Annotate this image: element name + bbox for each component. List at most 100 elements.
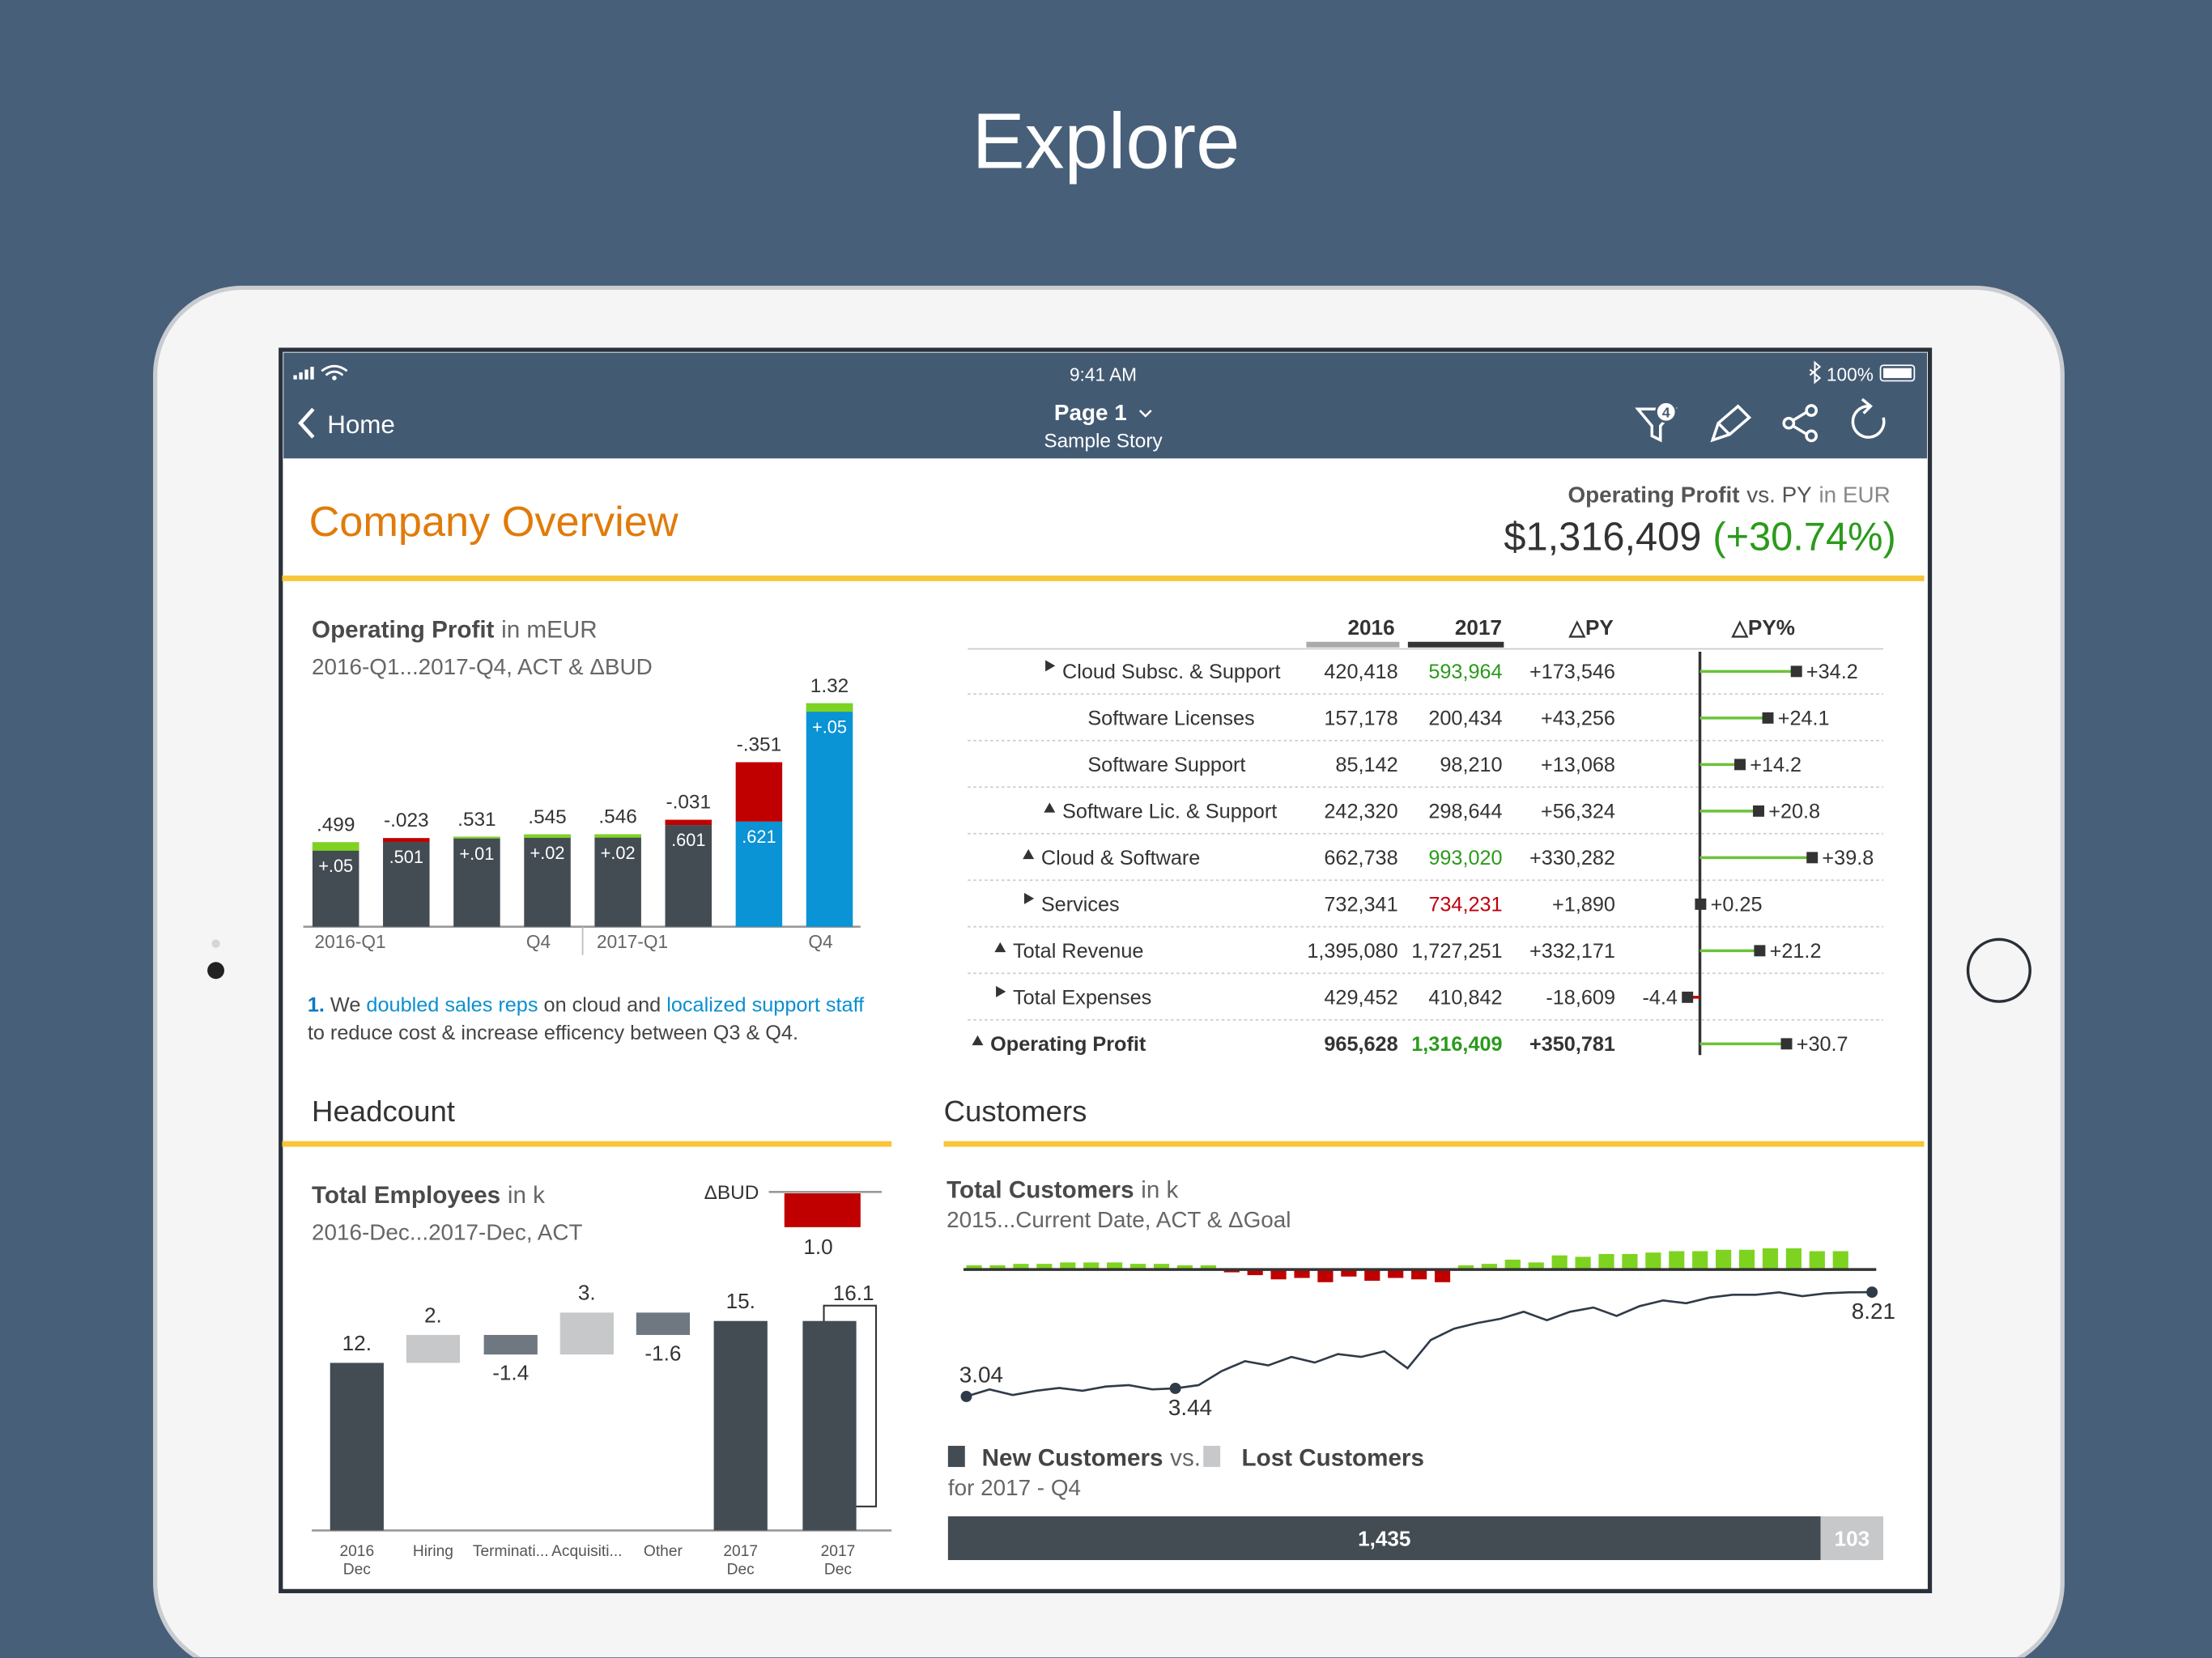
- share-icon[interactable]: [1782, 404, 1819, 443]
- goal-delta-bar: [1692, 1251, 1708, 1270]
- line-point: [960, 1390, 972, 1402]
- wifi-icon: [321, 364, 348, 376]
- page-dropdown-icon[interactable]: [1138, 410, 1152, 418]
- legend: New Customers vs. Lost Customers: [982, 1444, 1424, 1471]
- split-subtitle: for 2017 - Q4: [948, 1475, 1081, 1500]
- status-time: 9:41 AM: [1070, 363, 1137, 385]
- row-label: Software Support: [1087, 754, 1245, 776]
- annotation: 1. We doubled sales reps on cloud and lo…: [308, 992, 872, 1048]
- total-bar: [802, 1320, 857, 1531]
- cell: 410,842: [1428, 987, 1502, 1010]
- column-marker: [1407, 641, 1504, 648]
- collapse-toggle[interactable]: [1023, 848, 1035, 860]
- page-selector[interactable]: Page 1: [1054, 400, 1127, 425]
- delta-bar: [383, 838, 430, 842]
- expand-toggle[interactable]: [1045, 660, 1056, 672]
- bar-inner-label: +.05: [812, 716, 847, 737]
- display: [279, 347, 1933, 1593]
- data-label: 1.0: [803, 1235, 832, 1259]
- column-header: 2017: [1455, 615, 1502, 640]
- edit-icon[interactable]: [1710, 404, 1752, 443]
- bar-inner-label: .601: [671, 830, 705, 850]
- data-label: 8.21: [1852, 1299, 1895, 1324]
- data-label: 3.44: [1168, 1395, 1212, 1420]
- annotation-link: doubled sales reps: [366, 994, 538, 1018]
- bar: [524, 834, 571, 927]
- bar-inner-label: +.02: [530, 843, 565, 863]
- kpi-figure: $1,316,409 (+30.74%): [1504, 516, 1895, 559]
- x-tick-label: 2017-Q1: [597, 931, 668, 952]
- pct-marker: [1762, 712, 1774, 724]
- x-tick-label: Other: [643, 1543, 683, 1561]
- delta-bar: [806, 703, 853, 712]
- customers-measure: Total Customers: [946, 1176, 1134, 1203]
- split-bar: [1820, 1516, 1884, 1561]
- x-tick-label: Acquisiti...: [551, 1543, 623, 1561]
- data-label: 2.: [424, 1303, 442, 1327]
- goal-delta-bar: [1036, 1264, 1053, 1270]
- cell: 993,020: [1428, 847, 1502, 869]
- bar-inner-label: .501: [389, 847, 423, 867]
- annotation-number: 1.: [307, 994, 325, 1018]
- refresh-icon[interactable]: [1851, 397, 1886, 439]
- change-bar: [483, 1334, 538, 1355]
- legend-entry: New Customers: [982, 1444, 1163, 1471]
- bar: [312, 842, 359, 927]
- row-label: Total Revenue: [1013, 940, 1143, 963]
- goal-delta-bar: [1551, 1255, 1568, 1270]
- goal-delta-bar: [1060, 1262, 1076, 1270]
- row-label: Cloud & Software: [1041, 847, 1201, 869]
- goal-delta-bar: [1645, 1252, 1661, 1270]
- column-header: △PY%: [1731, 615, 1795, 640]
- cell: +330,282: [1529, 847, 1615, 869]
- legend-swatch: [1203, 1445, 1221, 1468]
- collapse-toggle[interactable]: [1044, 802, 1056, 813]
- goal-delta-bar: [1504, 1259, 1521, 1270]
- back-chevron[interactable]: [298, 407, 315, 439]
- total-bar: [330, 1363, 384, 1531]
- bar-inner-label: +.02: [601, 843, 636, 863]
- goal-delta-bar: [1013, 1264, 1029, 1270]
- goal-delta-bar: [1669, 1251, 1685, 1270]
- cell: 965,628: [1324, 1033, 1397, 1056]
- home-button[interactable]: [1966, 937, 2031, 1003]
- pct-label: +14.2: [1750, 754, 1802, 776]
- cell: 1,316,409: [1411, 1033, 1502, 1056]
- expand-toggle[interactable]: [1023, 892, 1035, 904]
- cell: 732,341: [1324, 894, 1397, 916]
- goal-delta-bar: [1575, 1256, 1591, 1270]
- delta-bud-label: ΔBUD: [704, 1182, 759, 1204]
- section-title: Headcount: [312, 1095, 455, 1128]
- bar: [735, 821, 783, 927]
- expand-toggle[interactable]: [996, 985, 1006, 997]
- headcount-subtitle: 2016-Dec...2017-Dec, ACT: [312, 1220, 582, 1245]
- collapse-toggle[interactable]: [972, 1035, 984, 1046]
- cell: 734,231: [1428, 894, 1502, 916]
- cell: 157,178: [1324, 708, 1397, 730]
- battery-percent: 100%: [1827, 363, 1874, 385]
- pct-marker: [1682, 991, 1694, 1003]
- cell: +43,256: [1541, 708, 1615, 730]
- goal-delta-bar: [1364, 1269, 1380, 1282]
- goal-delta-bar: [1388, 1269, 1404, 1278]
- cell: 85,142: [1335, 754, 1397, 776]
- goal-delta-bar: [1809, 1251, 1825, 1270]
- op-chart-unit: in mEUR: [501, 617, 597, 644]
- kpi-comparison: vs. PY: [1746, 482, 1812, 507]
- goal-delta-bar: [1176, 1265, 1193, 1270]
- legend-swatch: [947, 1445, 965, 1468]
- pct-marker: [1780, 1038, 1793, 1050]
- goal-delta-bar: [1457, 1265, 1474, 1270]
- goal-delta-bar: [1247, 1269, 1263, 1276]
- cell: -18,609: [1546, 987, 1615, 1010]
- bluetooth-icon: [1809, 360, 1822, 385]
- data-label: -.031: [666, 792, 711, 814]
- back-button[interactable]: Home: [327, 410, 395, 439]
- collapse-toggle[interactable]: [994, 942, 1006, 953]
- annotation-text: on cloud and: [543, 994, 661, 1018]
- goal-delta-bar: [1223, 1269, 1240, 1273]
- data-label: 3.04: [959, 1363, 1003, 1388]
- cell: 429,452: [1324, 987, 1397, 1010]
